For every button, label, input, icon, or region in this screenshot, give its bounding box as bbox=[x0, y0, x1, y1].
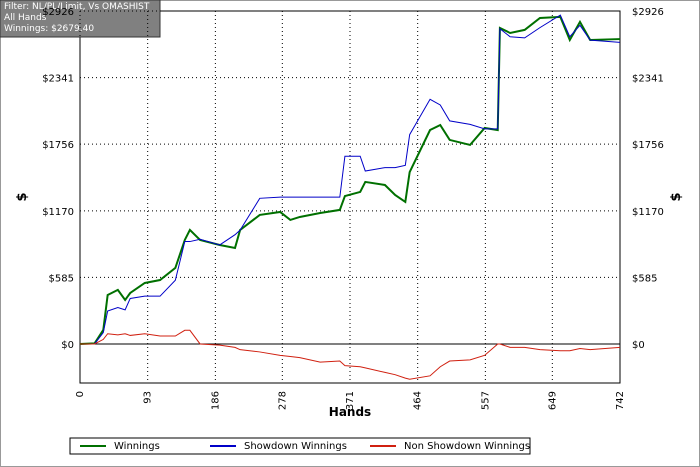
legend-label: Non Showdown Winnings bbox=[404, 441, 530, 452]
legend-label: Showdown Winnings bbox=[244, 441, 347, 452]
y2-tick-label: $585 bbox=[632, 273, 657, 284]
info-line: All Hands bbox=[4, 13, 47, 23]
y-tick-label: $0 bbox=[61, 340, 74, 351]
x-tick-label: 557 bbox=[480, 391, 491, 410]
y-tick-label: $1756 bbox=[42, 140, 74, 151]
y2-tick-label: $2341 bbox=[632, 74, 664, 85]
x-axis-label: Hands bbox=[329, 405, 371, 419]
series-line bbox=[80, 14, 621, 345]
series-line bbox=[79, 15, 621, 345]
y-tick-label: $2341 bbox=[42, 74, 74, 85]
x-tick-label: 371 bbox=[345, 391, 356, 410]
y2-tick-label: $2926 bbox=[632, 7, 664, 18]
legend bbox=[69, 437, 531, 455]
x-tick-label: 93 bbox=[143, 391, 154, 404]
y2-tick-label: $1170 bbox=[632, 207, 664, 218]
x-tick-label: 464 bbox=[413, 391, 424, 410]
y-tick-label: $1170 bbox=[42, 207, 74, 218]
x-tick-label: 186 bbox=[210, 391, 221, 410]
y2-tick-label: $0 bbox=[632, 340, 645, 351]
y-axis-label: $ bbox=[15, 192, 30, 201]
info-background bbox=[0, 0, 161, 38]
x-tick-label: 742 bbox=[615, 391, 626, 410]
y-tick-label: $2926 bbox=[42, 7, 74, 18]
x-tick-label: 649 bbox=[547, 391, 558, 410]
y-tick-label: $585 bbox=[49, 273, 74, 284]
y2-tick-label: $1756 bbox=[632, 140, 664, 151]
series-line bbox=[80, 329, 621, 380]
y2-axis-label: $ bbox=[669, 192, 684, 201]
x-tick-label: 0 bbox=[75, 391, 86, 397]
info-line: Filter: NL/PL/Limit, Vs OMASHIST bbox=[4, 2, 150, 12]
plot-area bbox=[79, 10, 621, 384]
x-tick-label: 278 bbox=[277, 391, 288, 410]
legend-label: Winnings bbox=[114, 441, 160, 452]
info-line: Winnings: $2679.40 bbox=[4, 24, 94, 34]
